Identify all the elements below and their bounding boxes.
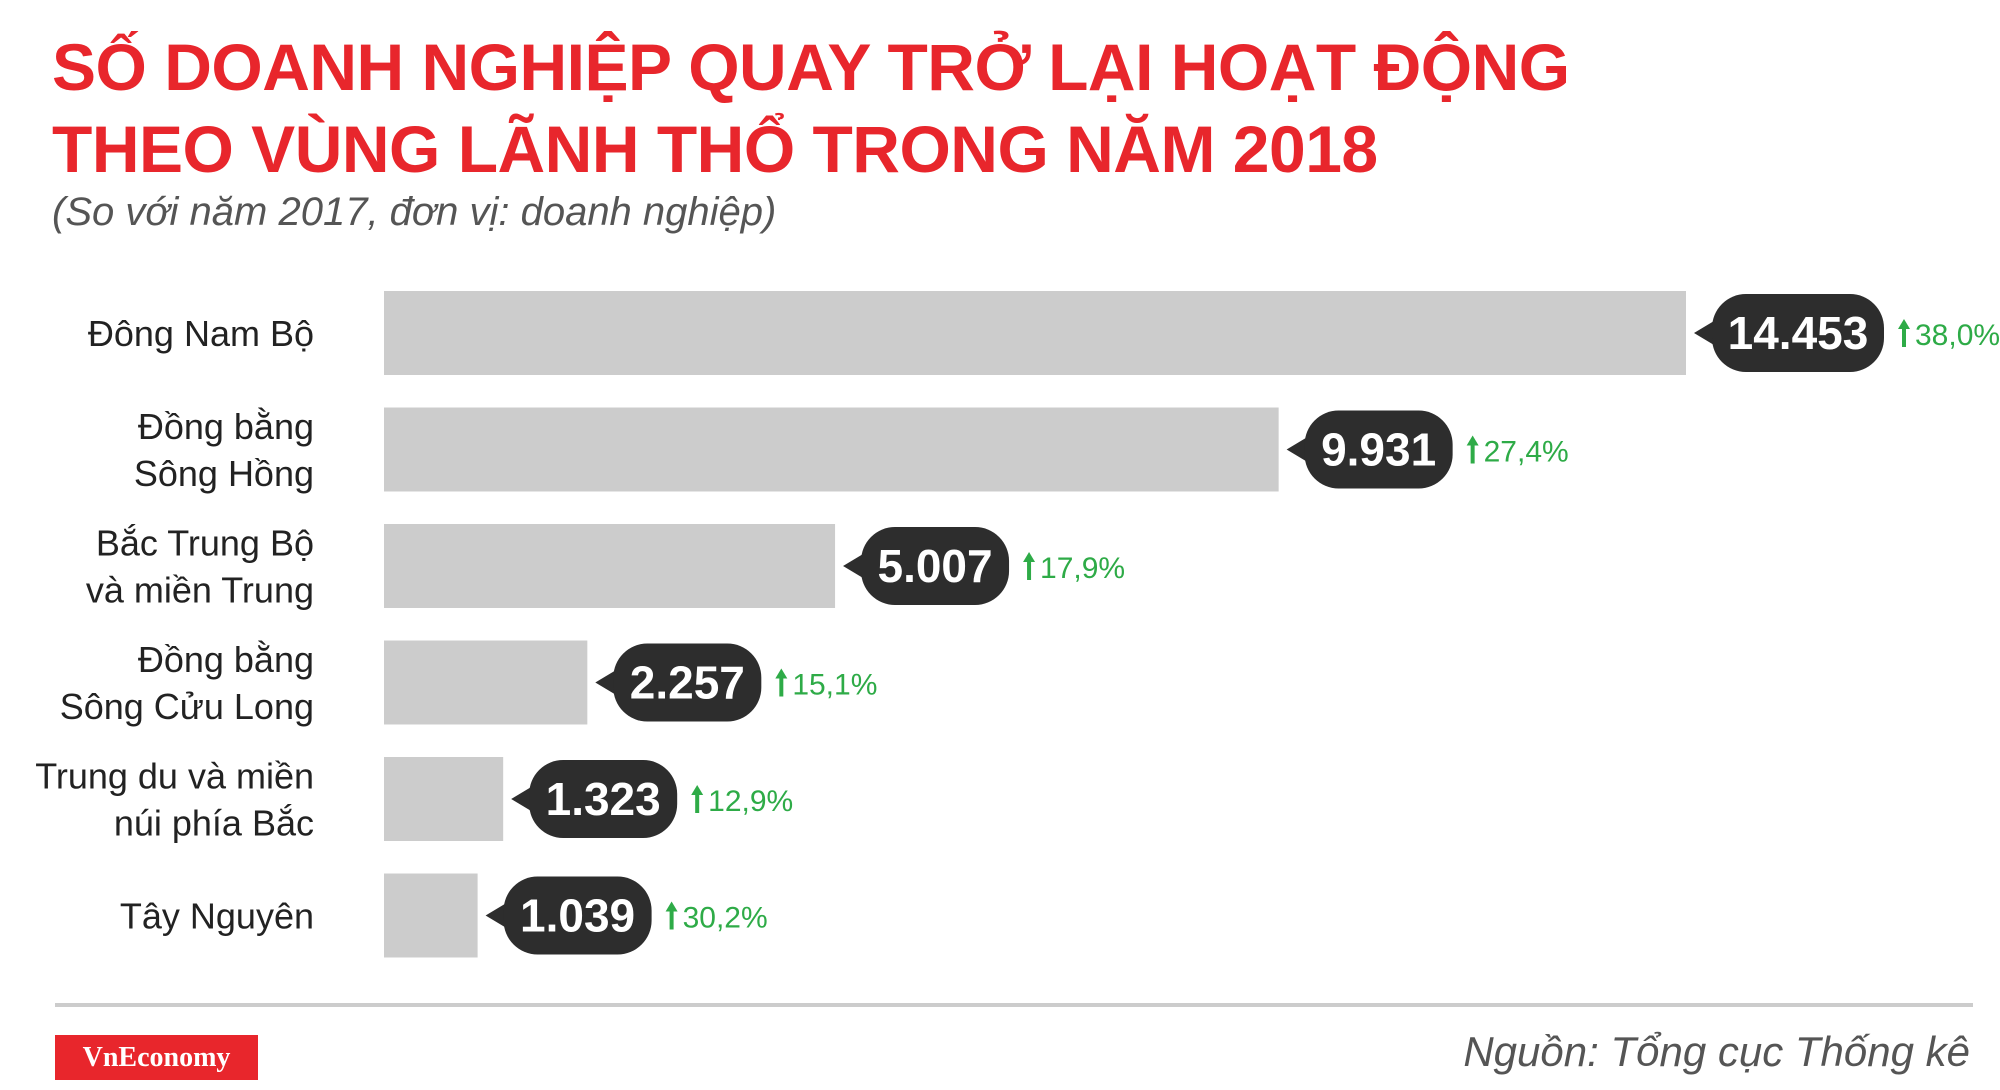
value-callout <box>529 760 678 838</box>
bar <box>384 407 1279 492</box>
category-label: Bắc Trung Bộ <box>96 523 314 564</box>
footer-divider <box>55 1003 1973 1007</box>
value-label: 1.039 <box>520 890 635 942</box>
value-label: 14.453 <box>1728 307 1869 359</box>
chart-subtitle: (So với năm 2017, đơn vị: doanh nghiệp) <box>52 190 777 234</box>
value-callout <box>1712 294 1884 372</box>
callout-pointer <box>843 554 864 578</box>
bar-row: Trung du và miền núi phía Bắc 1.323 12,9% <box>35 756 793 844</box>
value-label: 9.931 <box>1321 424 1436 476</box>
arrow-up-icon <box>691 785 704 813</box>
callout-pointer <box>1286 437 1307 462</box>
arrow-head <box>1466 435 1479 446</box>
value-callout <box>861 527 1010 605</box>
callout-pointer <box>485 903 506 928</box>
change-label: 30,2% <box>683 902 768 935</box>
category-label: Tây Nguyên <box>120 896 314 937</box>
bar-row: Bắc Trung Bộ và miền Trung 5.007 17,9% <box>86 523 1125 611</box>
category-label: núi phía Bắc <box>114 803 314 844</box>
arrow-head <box>665 901 678 912</box>
value-label: 5.007 <box>877 540 992 592</box>
change-label: 27,4% <box>1484 436 1569 469</box>
category-label: Trung du và miền <box>35 756 314 797</box>
category-label: Đồng bằng <box>138 406 314 447</box>
callout-pointer <box>1694 321 1714 345</box>
bar-row: Đông Nam Bộ 14.453 38,0% <box>88 291 2000 375</box>
arrow-up-icon <box>1898 319 1910 347</box>
value-callout <box>613 643 762 722</box>
bar <box>384 873 478 958</box>
bar-row: Đồng bằng Sông Cửu Long 2.257 15,1% <box>60 639 878 727</box>
category-label: Đồng bằng <box>138 639 314 680</box>
arrow-up-icon <box>1023 552 1036 580</box>
category-label: và miền Trung <box>86 570 314 611</box>
arrow-up-icon <box>775 668 788 697</box>
category-label: Sông Hồng <box>134 453 314 494</box>
source-note: Nguồn: Tổng cục Thống kê <box>1463 1028 1970 1075</box>
category-label: Sông Cửu Long <box>60 686 314 727</box>
title-line-2: THEO VÙNG LÃNH THỔ TRONG NĂM 2018 <box>52 112 1378 186</box>
change-label: 17,9% <box>1040 552 1125 585</box>
callout-pointer <box>595 670 616 695</box>
bar <box>384 757 504 841</box>
bar <box>384 640 588 725</box>
bar-row: Đồng bằng Sông Hồng 9.931 27,4% <box>134 406 1569 494</box>
value-callout <box>503 876 652 955</box>
category-label: Đông Nam Bộ <box>88 313 314 354</box>
bar <box>384 524 836 608</box>
bar-row: Tây Nguyên 1.039 30,2% <box>120 873 768 958</box>
change-label: 38,0% <box>1915 319 2000 352</box>
title-line-1: SỐ DOANH NGHIỆP QUAY TRỞ LẠI HOẠT ĐỘNG <box>52 30 1570 104</box>
value-label: 2.257 <box>630 657 745 709</box>
bar-chart: Đông Nam Bộ 14.453 38,0% Đồng bằng Sông Hồng… <box>35 291 2000 958</box>
arrow-head <box>1023 552 1036 562</box>
arrow-up-icon <box>1466 435 1479 464</box>
arrow-head <box>691 785 704 795</box>
change-label: 12,9% <box>708 785 793 818</box>
vneconomy-logo: VnEconomy <box>55 1035 258 1080</box>
chart-title: SỐ DOANH NGHIỆP QUAY TRỞ LẠI HOẠT ĐỘNG T… <box>52 26 1570 190</box>
arrow-head <box>1898 319 1910 329</box>
value-callout <box>1304 410 1453 489</box>
arrow-up-icon <box>665 901 678 930</box>
arrow-head <box>775 668 788 679</box>
callout-pointer <box>511 787 532 811</box>
value-label: 1.323 <box>546 773 661 825</box>
bar <box>384 291 1686 375</box>
change-label: 15,1% <box>792 669 877 702</box>
